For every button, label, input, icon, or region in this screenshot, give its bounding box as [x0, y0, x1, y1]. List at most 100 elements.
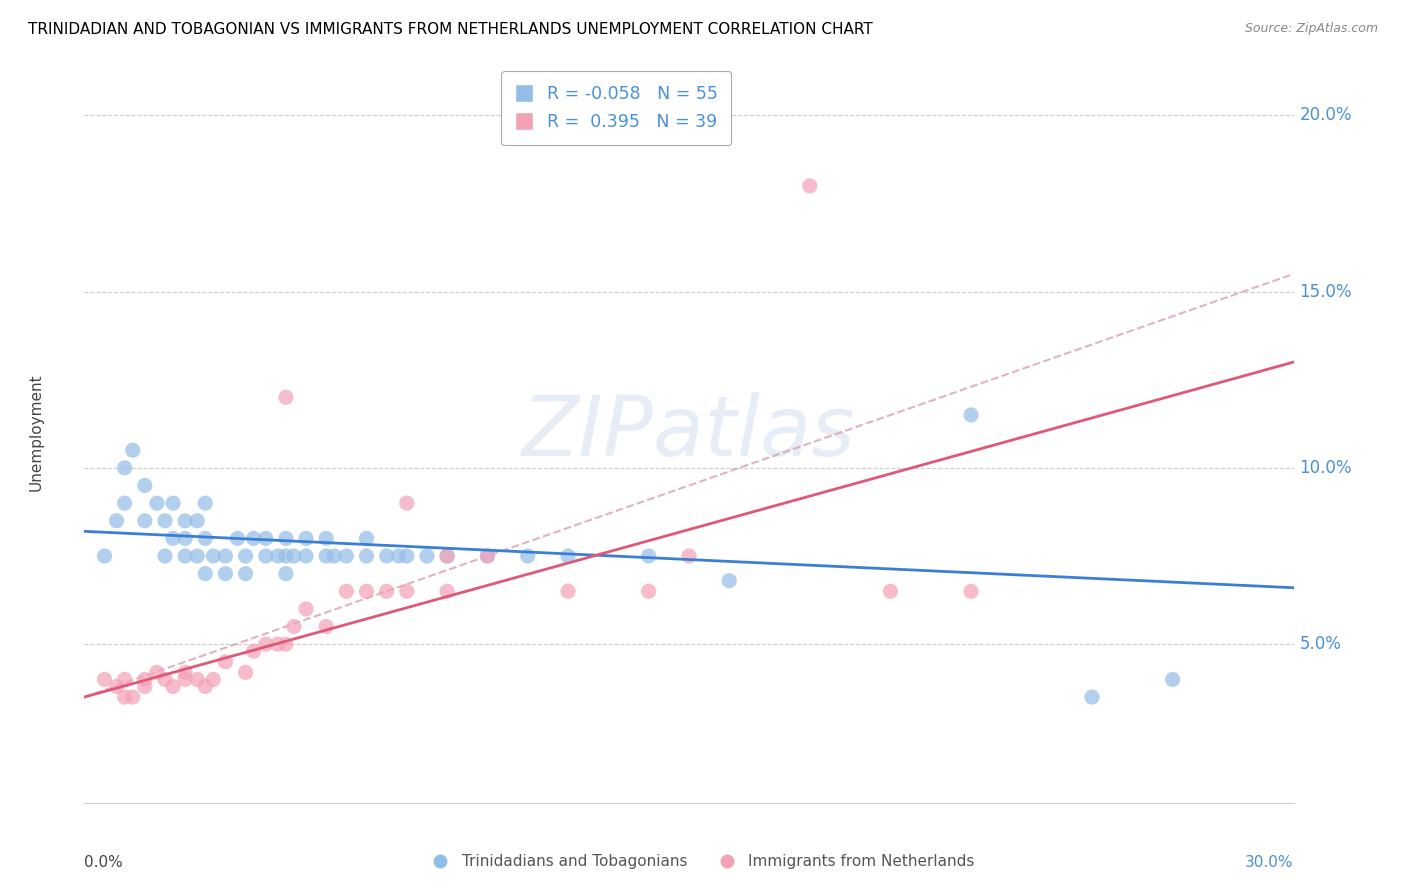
Point [274, 566, 297, 581]
Point [718, 574, 741, 588]
Point [162, 496, 184, 510]
Point [121, 443, 143, 458]
Point [416, 549, 439, 563]
Point [1081, 690, 1104, 704]
Text: 15.0%: 15.0% [1299, 283, 1353, 301]
Point [356, 584, 378, 599]
Point [375, 584, 398, 599]
Point [214, 549, 236, 563]
Point [114, 673, 136, 687]
Point [105, 514, 128, 528]
Point [235, 549, 257, 563]
Point [134, 673, 156, 687]
Point [1161, 673, 1184, 687]
Point [174, 549, 197, 563]
Point [477, 549, 499, 563]
Point [274, 390, 297, 404]
Point [235, 665, 257, 680]
Point [254, 549, 277, 563]
Point [194, 532, 217, 546]
Point [323, 549, 346, 563]
Point [516, 549, 538, 563]
Point [134, 514, 156, 528]
Point [436, 549, 458, 563]
Point [105, 680, 128, 694]
Point [186, 514, 208, 528]
Point [388, 549, 411, 563]
Point [186, 549, 208, 563]
Point [477, 549, 499, 563]
Point [93, 549, 115, 563]
Point [557, 549, 579, 563]
Point [146, 665, 169, 680]
Point [242, 532, 264, 546]
Point [202, 673, 225, 687]
Point [295, 602, 318, 616]
Point [315, 532, 337, 546]
Point [254, 532, 277, 546]
Point [242, 644, 264, 658]
Point [557, 584, 579, 599]
Point [395, 549, 418, 563]
Text: 20.0%: 20.0% [1299, 106, 1353, 124]
Point [395, 496, 418, 510]
Point [315, 619, 337, 633]
Text: ZIPatlas: ZIPatlas [522, 392, 856, 473]
Text: Unemployment: Unemployment [28, 374, 44, 491]
Point [274, 637, 297, 651]
Point [194, 566, 217, 581]
Point [114, 461, 136, 475]
Point [235, 566, 257, 581]
Point [267, 637, 290, 651]
Point [335, 584, 357, 599]
Point [226, 532, 249, 546]
Point [174, 532, 197, 546]
Point [799, 178, 821, 193]
Text: 5.0%: 5.0% [1299, 635, 1341, 653]
Point [202, 549, 225, 563]
Point [134, 478, 156, 492]
Point [114, 690, 136, 704]
Text: 30.0%: 30.0% [1246, 855, 1294, 870]
Point [93, 673, 115, 687]
Point [295, 549, 318, 563]
Point [134, 680, 156, 694]
Point [174, 665, 197, 680]
Point [274, 532, 297, 546]
Point [146, 496, 169, 510]
Text: Source: ZipAtlas.com: Source: ZipAtlas.com [1244, 22, 1378, 36]
Point [162, 532, 184, 546]
Point [214, 566, 236, 581]
Point [174, 673, 197, 687]
Point [254, 637, 277, 651]
Point [194, 496, 217, 510]
Point [153, 549, 176, 563]
Point [436, 549, 458, 563]
Legend: Trinidadians and Tobagonians, Immigrants from Netherlands: Trinidadians and Tobagonians, Immigrants… [425, 848, 981, 875]
Point [283, 619, 305, 633]
Point [295, 532, 318, 546]
Point [114, 496, 136, 510]
Point [315, 549, 337, 563]
Point [121, 690, 143, 704]
Point [960, 584, 983, 599]
Point [395, 584, 418, 599]
Point [879, 584, 901, 599]
Point [214, 655, 236, 669]
Point [283, 549, 305, 563]
Point [153, 673, 176, 687]
Point [274, 549, 297, 563]
Text: TRINIDADIAN AND TOBAGONIAN VS IMMIGRANTS FROM NETHERLANDS UNEMPLOYMENT CORRELATI: TRINIDADIAN AND TOBAGONIAN VS IMMIGRANTS… [28, 22, 873, 37]
Point [162, 680, 184, 694]
Point [194, 680, 217, 694]
Point [678, 549, 700, 563]
Text: 0.0%: 0.0% [84, 855, 124, 870]
Point [174, 514, 197, 528]
Point [267, 549, 290, 563]
Legend: R = -0.058   N = 55, R =  0.395   N = 39: R = -0.058 N = 55, R = 0.395 N = 39 [502, 71, 731, 145]
Point [153, 514, 176, 528]
Text: 10.0%: 10.0% [1299, 458, 1353, 477]
Point [186, 673, 208, 687]
Point [356, 549, 378, 563]
Point [637, 584, 659, 599]
